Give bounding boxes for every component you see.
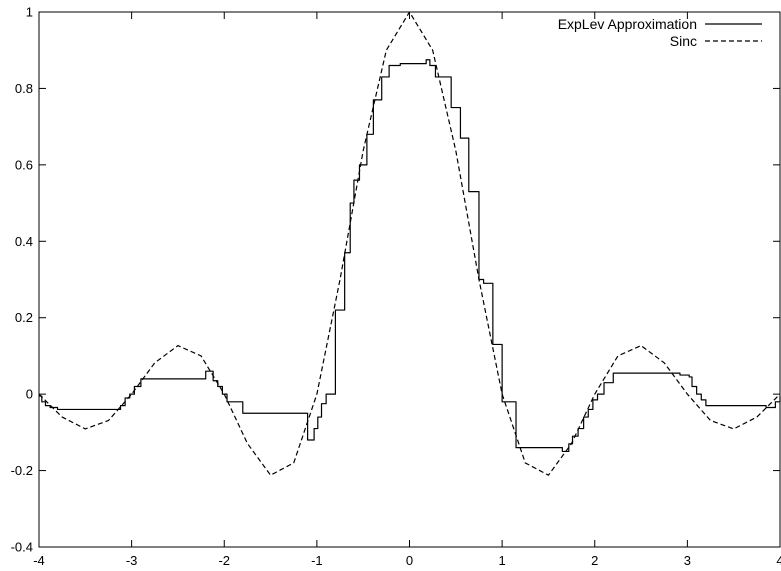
axes-layer: -4 -3 -2 -1 0 1 2 3 4 -0.4 -0.2 0 0.2 0.4 0.6 0.8 1 bbox=[11, 5, 781, 569]
series-layer bbox=[38, 11, 781, 476]
y-tick-label: 0.4 bbox=[15, 234, 33, 249]
y-tick-label: 0.2 bbox=[15, 310, 33, 325]
x-tick-label: 2 bbox=[591, 553, 598, 568]
series-line-explev-approximation bbox=[39, 59, 781, 453]
x-tick-label: -1 bbox=[311, 553, 323, 568]
x-tick-label: -4 bbox=[33, 553, 45, 568]
x-tick-label: 0 bbox=[406, 553, 413, 568]
y-tick-label: 0.8 bbox=[15, 81, 33, 96]
y-tick-label: -0.4 bbox=[11, 540, 33, 555]
series-line-sinc bbox=[38, 11, 781, 476]
y-tick-label: 0.6 bbox=[15, 157, 33, 172]
x-tick-label: 3 bbox=[684, 553, 691, 568]
legend-entry-explev-approximation-label: ExpLev Approximation bbox=[558, 16, 697, 32]
y-tick-label: -0.2 bbox=[11, 463, 33, 478]
x-tick-label: 4 bbox=[776, 553, 781, 568]
plot-frame bbox=[38, 11, 781, 548]
x-tick-label: -3 bbox=[126, 553, 138, 568]
x-tick-label: 1 bbox=[499, 553, 506, 568]
legend-entry-sinc-label: Sinc bbox=[670, 33, 697, 49]
y-tick-label: 0 bbox=[26, 387, 33, 402]
x-tick-label: -2 bbox=[218, 553, 230, 568]
y-tick-label: 1 bbox=[26, 5, 33, 20]
